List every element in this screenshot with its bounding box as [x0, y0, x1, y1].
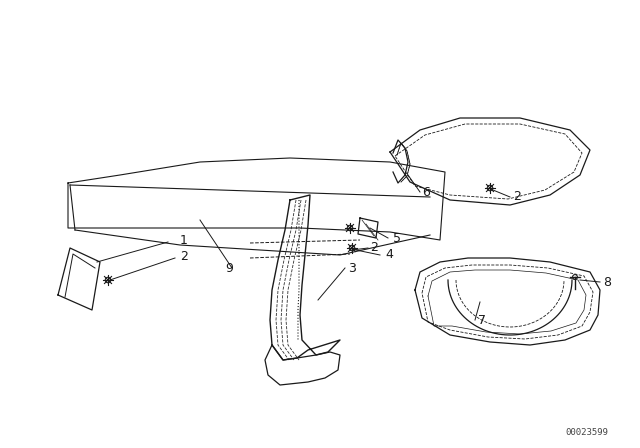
Text: 00023599: 00023599 [565, 427, 608, 436]
Text: 8: 8 [603, 276, 611, 289]
Text: 4: 4 [385, 249, 393, 262]
Text: 5: 5 [393, 232, 401, 245]
Text: 3: 3 [348, 262, 356, 275]
Text: 6: 6 [422, 185, 430, 198]
Text: 2: 2 [370, 241, 378, 254]
Text: 9: 9 [225, 262, 233, 275]
Text: 2: 2 [513, 190, 521, 202]
Text: 2: 2 [180, 250, 188, 263]
Text: 7: 7 [478, 314, 486, 327]
Text: 1: 1 [180, 233, 188, 246]
